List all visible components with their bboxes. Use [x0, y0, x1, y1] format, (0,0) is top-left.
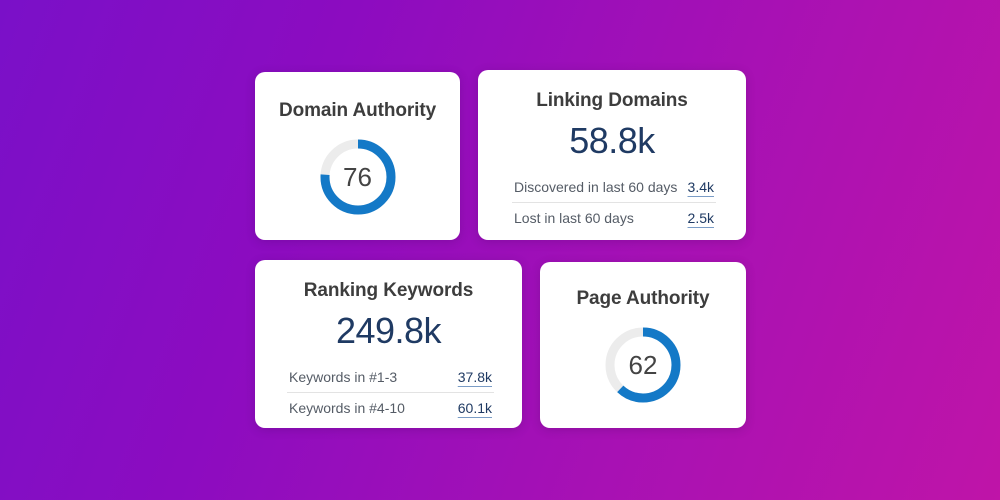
stat-row-4-10: Keywords in #4-10 60.1k: [287, 392, 494, 423]
page-authority-title: Page Authority: [576, 288, 710, 309]
stat-label: Discovered in last 60 days: [514, 179, 678, 195]
page-authority-ring: [605, 327, 681, 403]
domain-authority-value: 76: [343, 161, 372, 192]
gauge-fill: [605, 327, 681, 403]
stat-value-top3[interactable]: 37.8k: [457, 369, 492, 385]
stat-row-top3: Keywords in #1-3 37.8k: [287, 362, 494, 392]
linking-domains-card: Linking Domains 58.8k Discovered in last…: [478, 70, 746, 240]
linking-domains-stats: Discovered in last 60 days 3.4k Lost in …: [512, 172, 716, 233]
gauge-fill: [320, 139, 395, 215]
stat-value-lost[interactable]: 2.5k: [687, 210, 714, 226]
ranking-keywords-card: Ranking Keywords 249.8k Keywords in #1-3…: [255, 260, 522, 428]
stat-row-lost: Lost in last 60 days 2.5k: [512, 202, 716, 233]
page-authority-card: Page Authority 62: [540, 262, 746, 428]
stat-value-discovered[interactable]: 3.4k: [687, 179, 714, 195]
ranking-keywords-total: 249.8k: [335, 310, 442, 351]
stat-row-discovered: Discovered in last 60 days 3.4k: [512, 172, 716, 202]
stat-value-4-10[interactable]: 60.1k: [457, 400, 492, 416]
page-authority-value: 62: [628, 349, 658, 380]
page-authority-gauge: 62: [604, 326, 682, 404]
stat-label: Lost in last 60 days: [514, 210, 634, 226]
linking-domains-total: 58.8k: [569, 120, 655, 161]
domain-authority-ring: [320, 139, 395, 215]
stat-label: Keywords in #1-3: [289, 369, 398, 385]
domain-authority-card: Domain Authority 76: [255, 72, 460, 240]
ranking-keywords-title: Ranking Keywords: [303, 280, 474, 301]
ranking-keywords-stats: Keywords in #1-3 37.8k Keywords in #4-10…: [287, 362, 494, 423]
domain-authority-gauge: 76: [319, 138, 397, 216]
linking-domains-title: Linking Domains: [536, 90, 688, 111]
domain-authority-title: Domain Authority: [278, 100, 437, 121]
stat-label: Keywords in #4-10: [289, 400, 405, 416]
